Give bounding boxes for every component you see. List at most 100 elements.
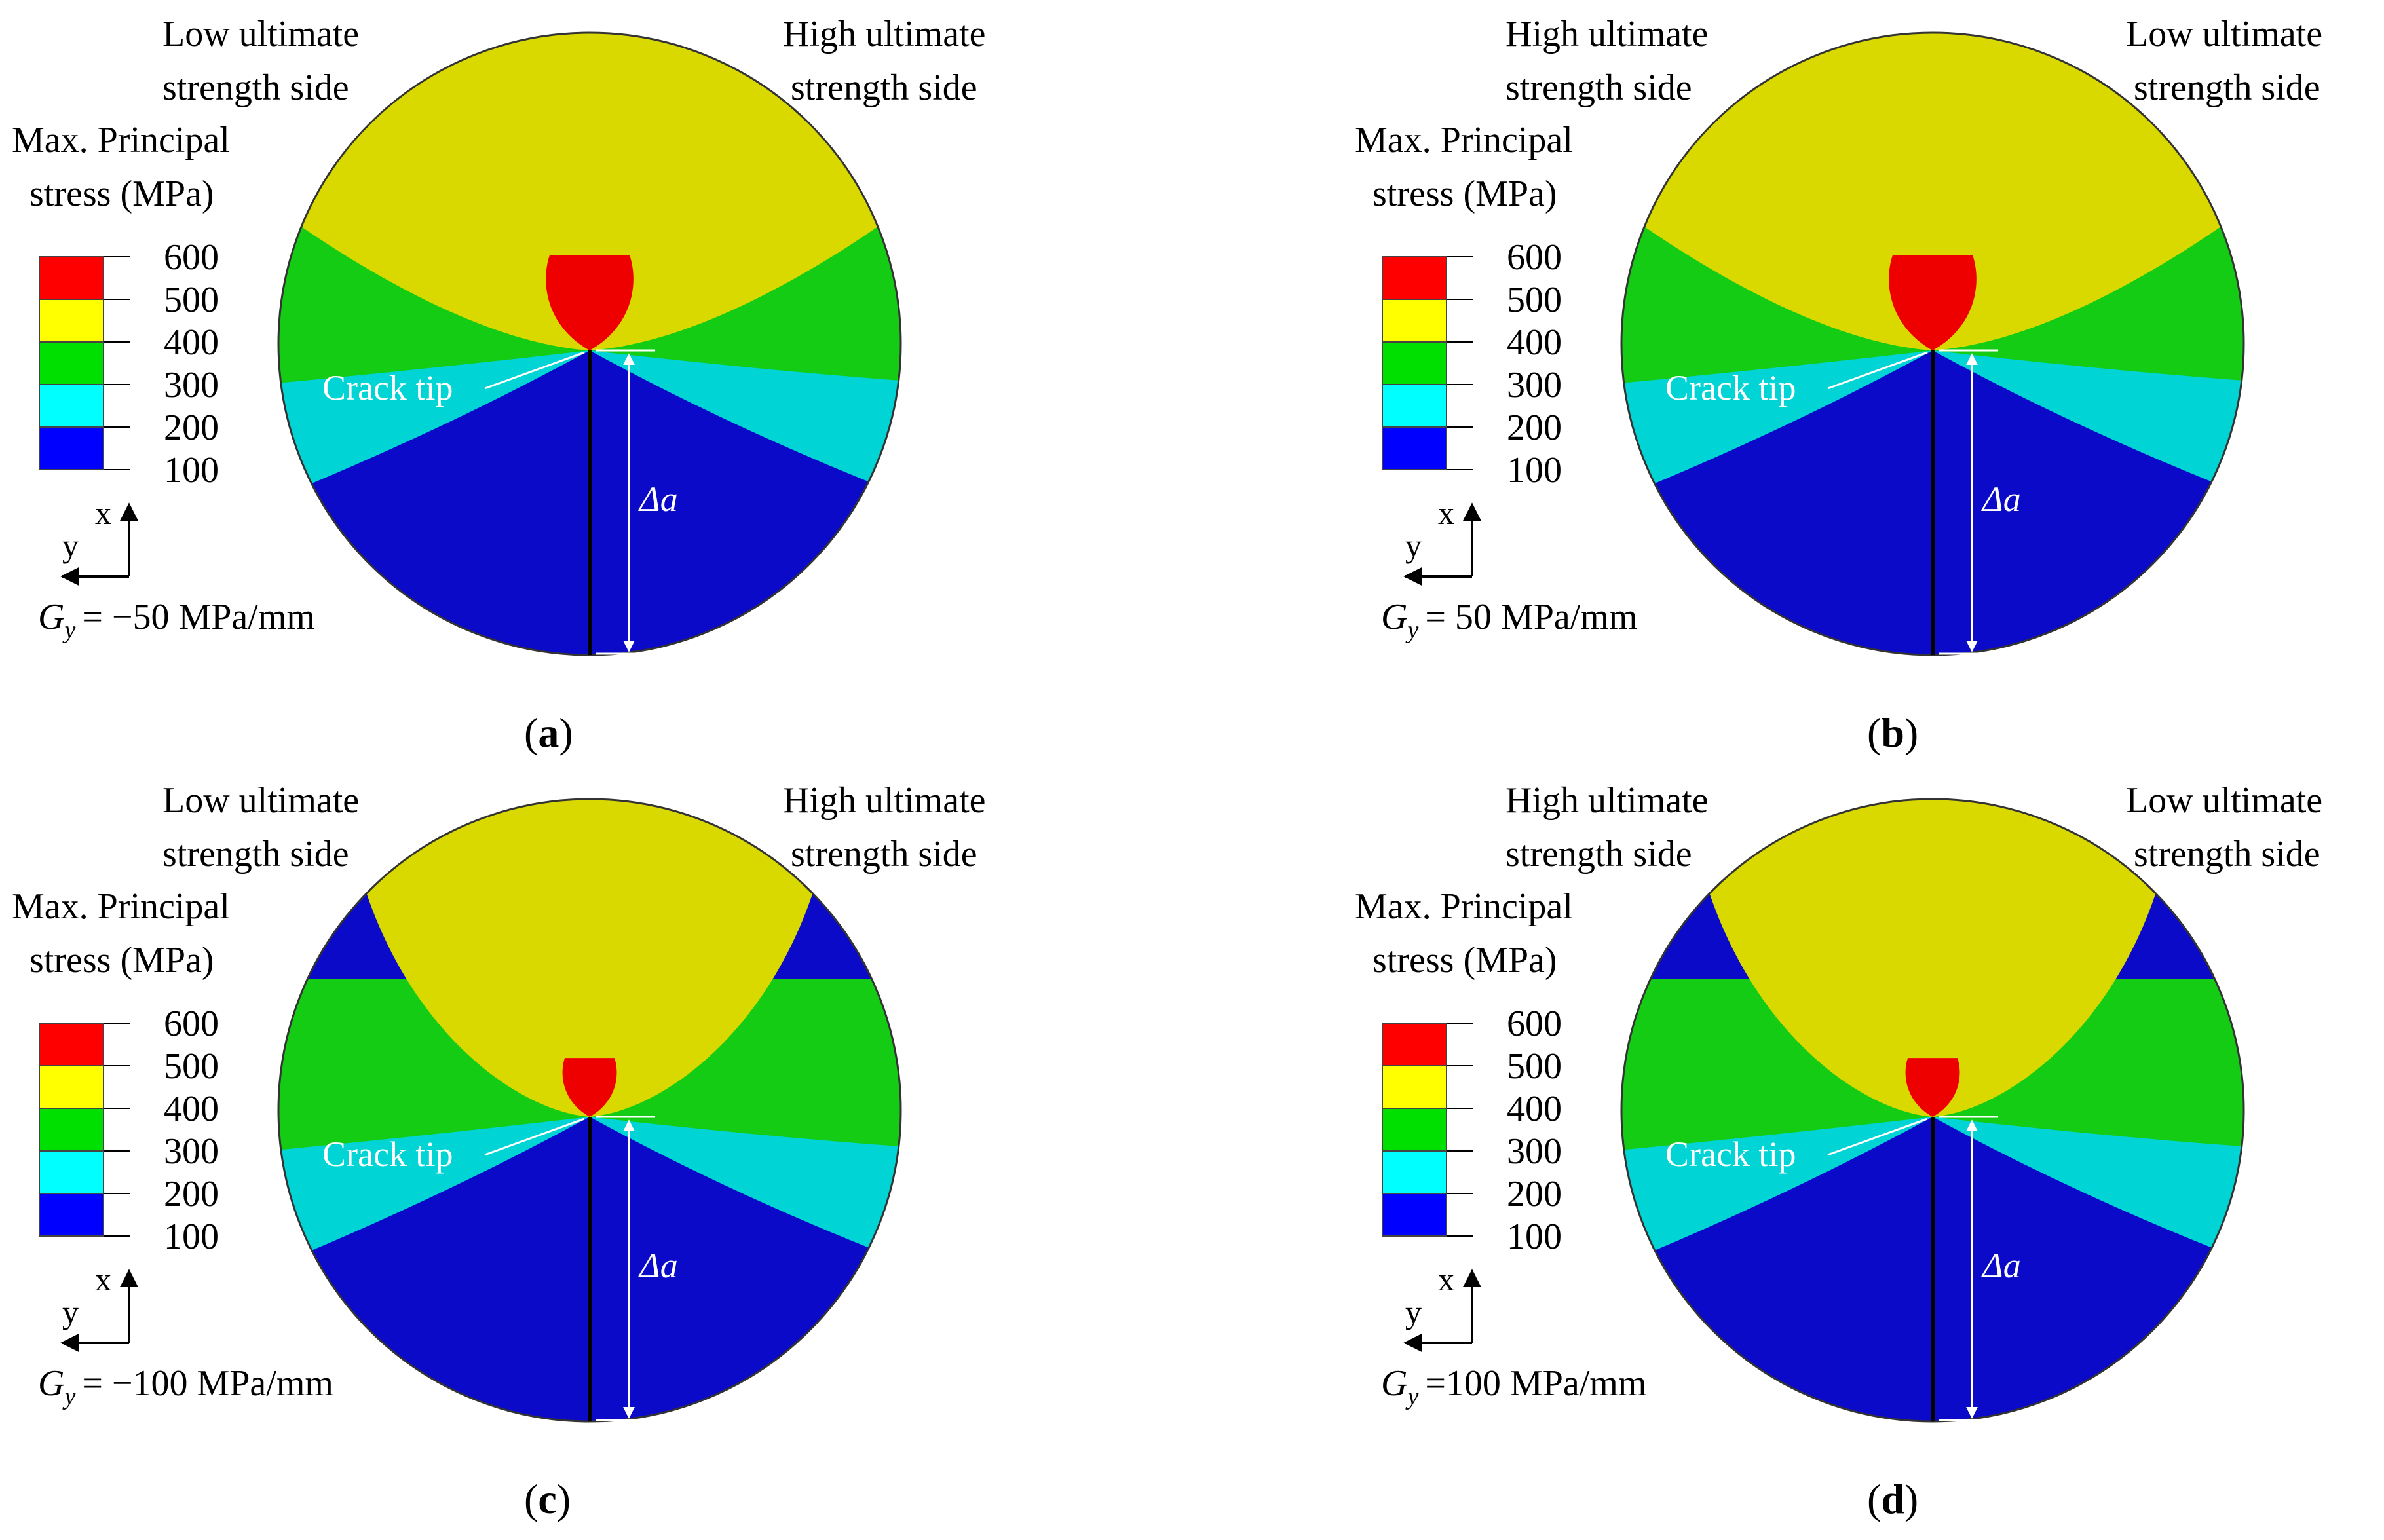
- contour-band-yellow: [354, 799, 825, 1117]
- right-side-label-line1: High ultimate: [783, 14, 986, 54]
- right-side-label-line2: strength side: [2134, 834, 2320, 874]
- gradient-label: Gy =100 MPa/mm: [1381, 1363, 1646, 1410]
- right-side-label-line1: High ultimate: [783, 780, 986, 821]
- delta-a-label: Δa: [638, 479, 678, 519]
- gradient-label: Gy = −100 MPa/mm: [38, 1363, 333, 1410]
- y-axis-label: y: [62, 527, 79, 564]
- left-side-label-line2: strength side: [1505, 834, 1692, 874]
- gradient-value: = −50 MPa/mm: [82, 597, 315, 637]
- panel-caption: (b): [1867, 709, 1918, 756]
- left-side-label-line2: strength side: [162, 834, 349, 874]
- legend-tick-label: 300: [164, 1131, 219, 1172]
- legend-title-line2: stress (MPa): [29, 174, 214, 214]
- crack-tip-leader: [484, 1117, 585, 1156]
- legend-tick-label: 200: [1507, 1174, 1562, 1214]
- legend-tick-label: 200: [164, 407, 219, 448]
- legend-tick-label: 300: [1507, 365, 1562, 405]
- delta-a-label: Δa: [638, 1246, 678, 1285]
- figure-panel-b: Δa Crack tip High ultimate strength side Low…: [1355, 14, 2322, 756]
- legend-tick-label: 600: [1507, 237, 1562, 278]
- gradient-symbol: G: [1381, 597, 1407, 637]
- stress-legend: Max. Principal stress (MPa) 60050040030020…: [12, 120, 230, 491]
- x-axis-label: x: [95, 1261, 111, 1298]
- legend-tick-label: 400: [164, 322, 219, 363]
- panel-caption-letter: c: [538, 1476, 556, 1522]
- legend-swatch: [1382, 1193, 1447, 1237]
- y-axis-label: y: [62, 1294, 79, 1330]
- right-side-label-line1: Low ultimate: [2126, 780, 2322, 821]
- x-axis-label: x: [95, 495, 111, 531]
- legend-title-line1: Max. Principal: [1355, 886, 1573, 927]
- left-side-label-line1: High ultimate: [1505, 14, 1709, 54]
- gradient-value: = 50 MPa/mm: [1425, 597, 1637, 637]
- legend-title-line1: Max. Principal: [1355, 120, 1573, 160]
- gradient-subscript: y: [62, 1383, 75, 1410]
- legend-tick-label: 400: [164, 1089, 219, 1129]
- contour-band-yellow: [1621, 33, 2244, 350]
- legend-title-line1: Max. Principal: [12, 120, 230, 160]
- stress-field: [1621, 799, 2244, 1421]
- contour-band-yellow: [1697, 799, 2168, 1117]
- gradient-symbol: G: [38, 1363, 64, 1404]
- legend-tick-label: 500: [1507, 280, 1562, 320]
- legend-tick-label: 200: [1507, 407, 1562, 448]
- legend-swatch: [39, 1065, 104, 1109]
- coordinate-axes: xy: [60, 495, 138, 586]
- figure-panel-d: Δa Crack tip High ultimate strength side Low…: [1355, 780, 2322, 1522]
- legend-swatch: [39, 341, 104, 385]
- legend-swatch: [39, 1023, 104, 1066]
- legend-tick-label: 100: [1507, 450, 1562, 491]
- legend-swatch: [1382, 341, 1447, 385]
- legend-tick-label: 500: [1507, 1046, 1562, 1087]
- crack-tip-label: Crack tip: [1665, 1135, 1796, 1174]
- gradient-symbol: G: [1381, 1363, 1407, 1404]
- stress-legend: Max. Principal stress (MPa) 60050040030020…: [1355, 120, 1573, 491]
- legend-swatch: [39, 299, 104, 343]
- gradient-label: Gy = −50 MPa/mm: [38, 597, 315, 644]
- left-side-label-line2: strength side: [162, 67, 349, 108]
- panel-caption: (c): [524, 1476, 571, 1522]
- right-side-label-line1: Low ultimate: [2126, 14, 2322, 54]
- legend-swatch: [1382, 1065, 1447, 1109]
- legend-tick-label: 600: [1507, 1004, 1562, 1044]
- crack-tip-label: Crack tip: [322, 368, 453, 407]
- panel-caption-letter: b: [1881, 709, 1904, 756]
- legend-title-line2: stress (MPa): [1372, 940, 1557, 981]
- panel-caption: (d): [1867, 1476, 1918, 1522]
- legend-tick-label: 500: [164, 1046, 219, 1087]
- legend-swatch: [1382, 384, 1447, 428]
- panel-caption-letter: a: [538, 709, 559, 756]
- legend-tick-label: 300: [164, 365, 219, 405]
- gradient-subscript: y: [1405, 616, 1418, 644]
- legend-swatch: [1382, 1150, 1447, 1194]
- legend-swatch: [39, 1108, 104, 1152]
- legend-tick-label: 600: [164, 1004, 219, 1044]
- legend-tick-label: 600: [164, 237, 219, 278]
- gradient-symbol: G: [38, 597, 64, 637]
- gradient-value: =100 MPa/mm: [1425, 1363, 1646, 1404]
- legend-swatch: [1382, 1108, 1447, 1152]
- crack-tip-label: Crack tip: [322, 1135, 453, 1174]
- legend-tick-label: 400: [1507, 1089, 1562, 1129]
- gradient-subscript: y: [1405, 1383, 1418, 1410]
- legend-swatch: [1382, 1023, 1447, 1066]
- stress-legend: Max. Principal stress (MPa) 60050040030020…: [1355, 886, 1573, 1257]
- figure-panel-a: Δa Crack tip Low ultimate strength side High…: [12, 14, 986, 756]
- crack-tip-label: Crack tip: [1665, 368, 1796, 407]
- left-side-label-line1: Low ultimate: [162, 780, 359, 821]
- coordinate-axes: xy: [1403, 1261, 1481, 1352]
- crack-tip-leader: [1827, 351, 1928, 390]
- contour-band-red: [546, 255, 634, 350]
- delta-a-label: Δa: [1981, 479, 2021, 519]
- delta-a-label: Δa: [1981, 1246, 2021, 1285]
- crack-tip-leader: [484, 351, 585, 390]
- y-axis-label: y: [1405, 527, 1422, 564]
- legend-title-line2: stress (MPa): [1372, 174, 1557, 214]
- legend-swatch: [39, 1150, 104, 1194]
- legend-title-line1: Max. Principal: [12, 886, 230, 927]
- contour-band-red: [562, 1058, 617, 1117]
- gradient-subscript: y: [62, 616, 75, 644]
- right-side-label-line2: strength side: [791, 67, 977, 108]
- legend-swatch: [1382, 426, 1447, 470]
- crack-tip-leader: [1827, 1117, 1928, 1156]
